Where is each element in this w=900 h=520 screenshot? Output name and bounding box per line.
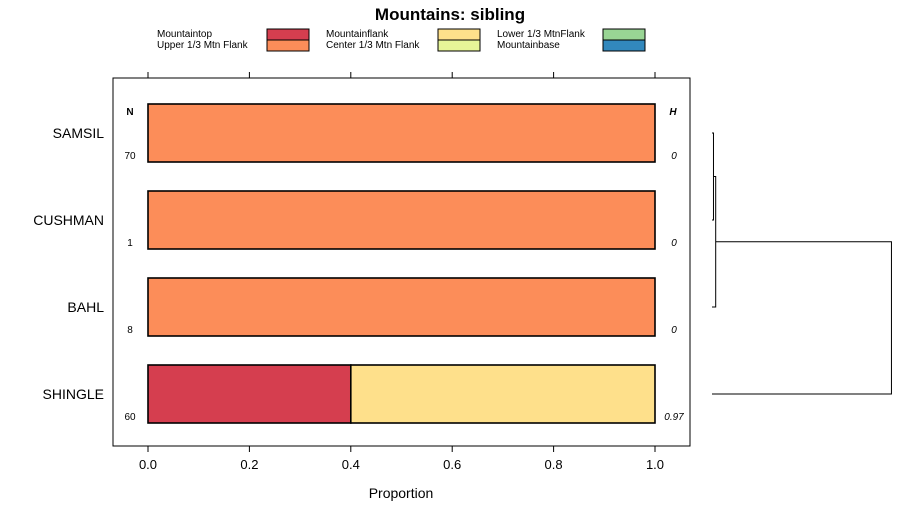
bar-bahl-upper-1-3-mtn-flank <box>147 277 656 337</box>
bars-group <box>147 103 656 424</box>
legend-swatch-mountainbase <box>602 39 646 52</box>
x-tick-label-4: 0.8 <box>545 457 563 472</box>
chart-title: Mountains: sibling <box>375 5 525 24</box>
legend-label-center-1-3-mtn-flank: Center 1/3 Mtn Flank <box>326 40 420 51</box>
bar-cushman-upper-1-3-mtn-flank <box>147 190 656 250</box>
legend-label-lower-1-3-mtnflank: Lower 1/3 MtnFlank <box>497 29 586 40</box>
legend-label-mountainbase: Mountainbase <box>497 40 560 51</box>
n-label-shingle: 60 <box>124 412 136 423</box>
n-label-samsil: 70 <box>124 151 136 162</box>
dendrogram-branch-shingle <box>712 241 892 395</box>
x-tick-label-3: 0.6 <box>443 457 461 472</box>
legend-label-mountaintop: Mountaintop <box>157 29 212 40</box>
legend-swatch-upper-1-3-mtn-flank <box>266 39 310 52</box>
h-label-cushman: 0 <box>671 238 677 249</box>
n-label-cushman: 1 <box>127 238 133 249</box>
x-axis-title: Proportion <box>369 485 434 501</box>
bar-shingle-mountaintop <box>147 364 352 424</box>
legend-swatch-center-1-3-mtn-flank <box>437 39 481 52</box>
category-label-samsil: SAMSIL <box>53 125 105 141</box>
legend-swatch-mountaintop <box>266 28 310 41</box>
x-tick-label-2: 0.4 <box>342 457 360 472</box>
n-header: N <box>126 107 133 118</box>
dendrogram-branch-samsil-cushman <box>712 132 714 221</box>
x-tick-label-5: 1.0 <box>646 457 664 472</box>
n-label-bahl: 8 <box>127 325 133 336</box>
bar-samsil-upper-1-3-mtn-flank <box>147 103 656 163</box>
h-label-samsil: 0 <box>671 151 677 162</box>
category-label-cushman: CUSHMAN <box>33 212 104 228</box>
category-label-shingle: SHINGLE <box>43 386 104 402</box>
x-tick-label-1: 0.2 <box>240 457 258 472</box>
x-tick-label-0: 0.0 <box>139 457 157 472</box>
h-label-shingle: 0.97 <box>664 412 684 423</box>
x-axis: 0.0 0.2 0.4 0.6 0.8 1.0 <box>139 72 664 472</box>
n-labels: 70 1 8 60 <box>124 151 136 423</box>
legend-label-mountainflank: Mountainflank <box>326 29 389 40</box>
category-label-bahl: BAHL <box>67 299 104 315</box>
h-header: H <box>669 107 677 118</box>
legend-label-upper-1-3-mtn-flank: Upper 1/3 Mtn Flank <box>157 40 249 51</box>
h-labels: 0 0 0 0.97 <box>664 151 684 423</box>
bar-shingle-mountainflank <box>349 364 656 424</box>
dendrogram <box>712 132 892 395</box>
h-label-bahl: 0 <box>671 325 677 336</box>
plot-frame <box>112 77 691 447</box>
legend-swatch-lower-1-3-mtnflank <box>602 28 646 41</box>
legend-swatch-mountainflank <box>437 28 481 41</box>
category-labels: SAMSIL CUSHMAN BAHL SHINGLE <box>33 125 104 402</box>
